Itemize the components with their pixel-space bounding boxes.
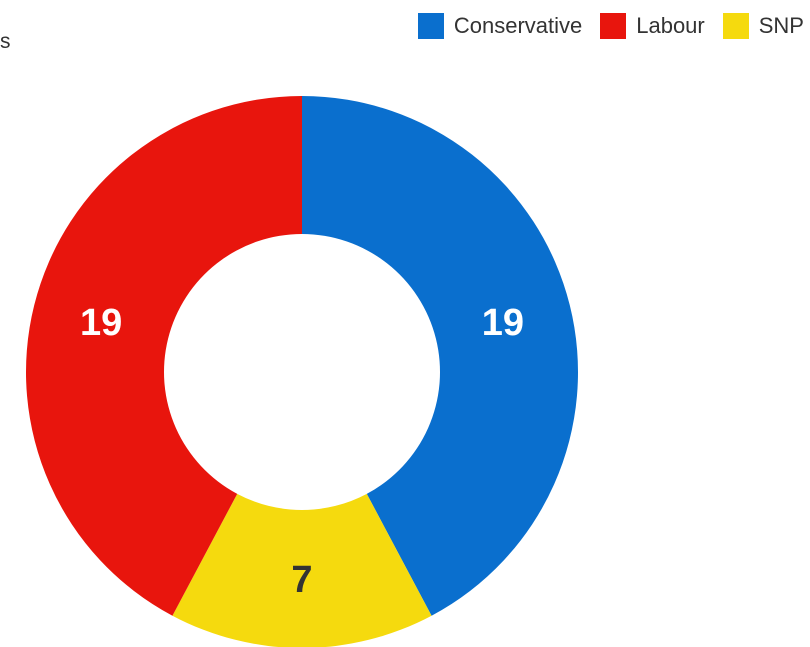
slice-label-conservative: 19	[482, 302, 524, 344]
slice-snp[interactable]	[172, 493, 432, 647]
legend-label-conservative: Conservative	[453, 13, 583, 38]
legend-item-labour[interactable]: Labour	[600, 13, 705, 39]
slice-labour[interactable]	[26, 96, 302, 616]
legend-item-snp[interactable]: SNP	[722, 13, 804, 39]
chart-subtitle: Ps	[0, 30, 11, 53]
legend-swatch-snp	[722, 13, 749, 39]
slice-label-labour: 19	[80, 302, 122, 344]
legend-item-conservative[interactable]: Conservative	[417, 13, 583, 39]
legend-swatch-labour	[600, 13, 627, 39]
legend: Conservative Labour SNP	[400, 13, 804, 39]
legend-label-labour: Labour	[636, 13, 705, 38]
slice-label-snp: 7	[291, 559, 312, 601]
slice-conservative[interactable]	[302, 96, 579, 616]
legend-label-snp: SNP	[758, 13, 804, 38]
legend-swatch-conservative	[417, 13, 444, 39]
